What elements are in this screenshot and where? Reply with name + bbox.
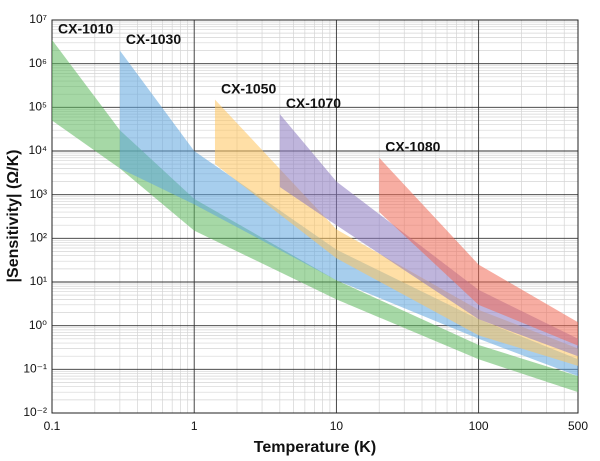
x-axis-title: Temperature (K) — [254, 439, 376, 456]
y-tick-label: 10⁰ — [29, 318, 47, 332]
series-label: CX-1030 — [126, 31, 181, 47]
series-label: CX-1050 — [221, 80, 276, 96]
y-tick-label: 10¹ — [30, 274, 47, 288]
y-tick-label: 10⁴ — [28, 143, 47, 157]
x-tick-label: 0.1 — [44, 419, 61, 433]
x-tick-label: 100 — [469, 419, 489, 433]
y-tick-label: 10⁶ — [29, 56, 47, 70]
sensitivity-band — [379, 157, 578, 346]
plot-frame — [51, 19, 579, 414]
y-tick-label: 10⁵ — [29, 100, 47, 114]
x-tick-label: 1 — [191, 419, 198, 433]
series-label: CX-1080 — [385, 138, 440, 154]
y-axis-title: |Sensitivity| (Ω/K) — [5, 150, 22, 283]
y-tick-label: 10⁻² — [23, 405, 47, 419]
y-tick-label: 10² — [30, 231, 47, 245]
y-tick-label: 10³ — [30, 187, 47, 201]
y-tick-label: 10⁷ — [29, 12, 47, 26]
series-label: CX-1070 — [286, 95, 341, 111]
y-tick-label: 10⁻¹ — [23, 362, 47, 376]
x-tick-label: 500 — [568, 419, 588, 433]
x-tick-label: 10 — [330, 419, 344, 433]
series-label: CX-1010 — [58, 21, 113, 37]
